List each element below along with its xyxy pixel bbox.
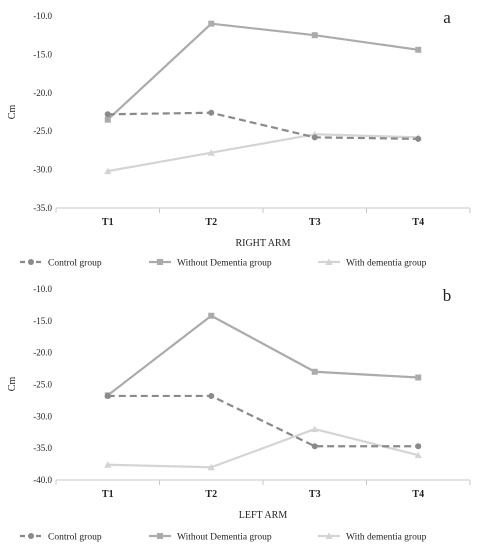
x-tick-label-t2: T2 bbox=[205, 489, 217, 500]
x-axis-title: RIGHT ARM bbox=[235, 238, 290, 249]
series-line bbox=[107, 133, 419, 173]
data-point bbox=[414, 451, 422, 459]
series-line bbox=[107, 314, 419, 397]
series-without-dementia-group bbox=[104, 20, 422, 123]
data-point bbox=[311, 368, 318, 375]
legend-label: Control group bbox=[48, 259, 102, 269]
chart-panel-b: -10.0 -15.0 -20.0 -25.0 -30.0 -35.0 -40.0 T1 T2 T… bbox=[7, 284, 471, 543]
y-tick-label: -30.0 bbox=[33, 165, 52, 175]
data-point bbox=[104, 167, 112, 175]
data-point bbox=[208, 109, 215, 116]
x-tick-label-t3: T3 bbox=[309, 489, 321, 500]
y-tick-label: -20.0 bbox=[33, 348, 52, 358]
legend-label: Control group bbox=[48, 533, 102, 543]
x-tick-label-t1: T1 bbox=[102, 489, 114, 500]
series-line bbox=[107, 22, 419, 121]
series-line bbox=[107, 394, 419, 448]
x-axis-title: LEFT ARM bbox=[239, 510, 288, 521]
data-point bbox=[104, 116, 111, 123]
x-tick-label-t2: T2 bbox=[205, 217, 217, 228]
y-tick-label: -10.0 bbox=[33, 11, 52, 21]
legend-swatch-marker bbox=[325, 258, 333, 265]
series-line bbox=[107, 427, 419, 469]
data-point bbox=[207, 463, 215, 471]
y-tick-label: -40.0 bbox=[33, 475, 52, 485]
data-point bbox=[311, 443, 318, 450]
legend-label: Without Dementia group bbox=[177, 259, 272, 269]
y-tick-label: -15.0 bbox=[33, 316, 52, 326]
legend-swatch-marker bbox=[325, 532, 333, 539]
x-tick-label-t4: T4 bbox=[412, 217, 424, 228]
series-with-dementia-group bbox=[104, 425, 422, 471]
series-control-group bbox=[104, 392, 422, 450]
series-control-group bbox=[104, 109, 422, 142]
data-point bbox=[311, 425, 319, 433]
data-point bbox=[415, 374, 422, 381]
y-axis-title: Cm bbox=[7, 377, 18, 392]
y-axis-title: Cm bbox=[7, 105, 18, 120]
chart-panel-a: -10.0 -15.0 -20.0 -25.0 -30.0 -35.0 T1 T2 T3 T4 RI… bbox=[7, 8, 471, 269]
panel-label: a bbox=[443, 8, 451, 27]
legend: Control group Without Dementia group With … bbox=[20, 532, 427, 543]
data-point bbox=[207, 149, 215, 156]
data-point bbox=[415, 135, 422, 142]
x-tick-label-t4: T4 bbox=[412, 489, 424, 500]
series-without-dementia-group bbox=[104, 312, 422, 399]
y-tick-label: -20.0 bbox=[33, 88, 52, 98]
y-tick-label: -35.0 bbox=[33, 443, 52, 453]
y-tick-label: -25.0 bbox=[33, 126, 52, 136]
legend-swatch-marker bbox=[157, 259, 163, 265]
data-point bbox=[311, 32, 318, 39]
data-point bbox=[104, 392, 111, 399]
data-point bbox=[208, 312, 215, 319]
legend-swatch-marker bbox=[157, 533, 163, 539]
series-line bbox=[107, 111, 419, 140]
y-tick-label: -35.0 bbox=[33, 203, 52, 213]
data-point bbox=[208, 392, 215, 399]
legend-label: Without Dementia group bbox=[177, 533, 272, 543]
data-point bbox=[415, 443, 422, 450]
data-point bbox=[311, 134, 318, 141]
data-point bbox=[208, 20, 215, 27]
x-tick-label-t1: T1 bbox=[102, 217, 114, 228]
legend-swatch-marker bbox=[28, 259, 34, 265]
y-tick-label: -10.0 bbox=[33, 284, 52, 294]
y-tick-label: -15.0 bbox=[33, 49, 52, 59]
data-point bbox=[104, 111, 111, 118]
legend-swatch-marker bbox=[28, 533, 34, 539]
y-tick-label: -30.0 bbox=[33, 411, 52, 421]
data-point bbox=[415, 46, 422, 53]
data-point bbox=[104, 461, 112, 468]
legend-label: With dementia group bbox=[346, 259, 427, 269]
x-tick-label-t3: T3 bbox=[309, 217, 321, 228]
y-tick-label: -25.0 bbox=[33, 380, 52, 390]
panel-label: b bbox=[443, 286, 452, 305]
legend: Control group Without Dementia group With … bbox=[20, 258, 427, 269]
legend-label: With dementia group bbox=[346, 533, 427, 543]
